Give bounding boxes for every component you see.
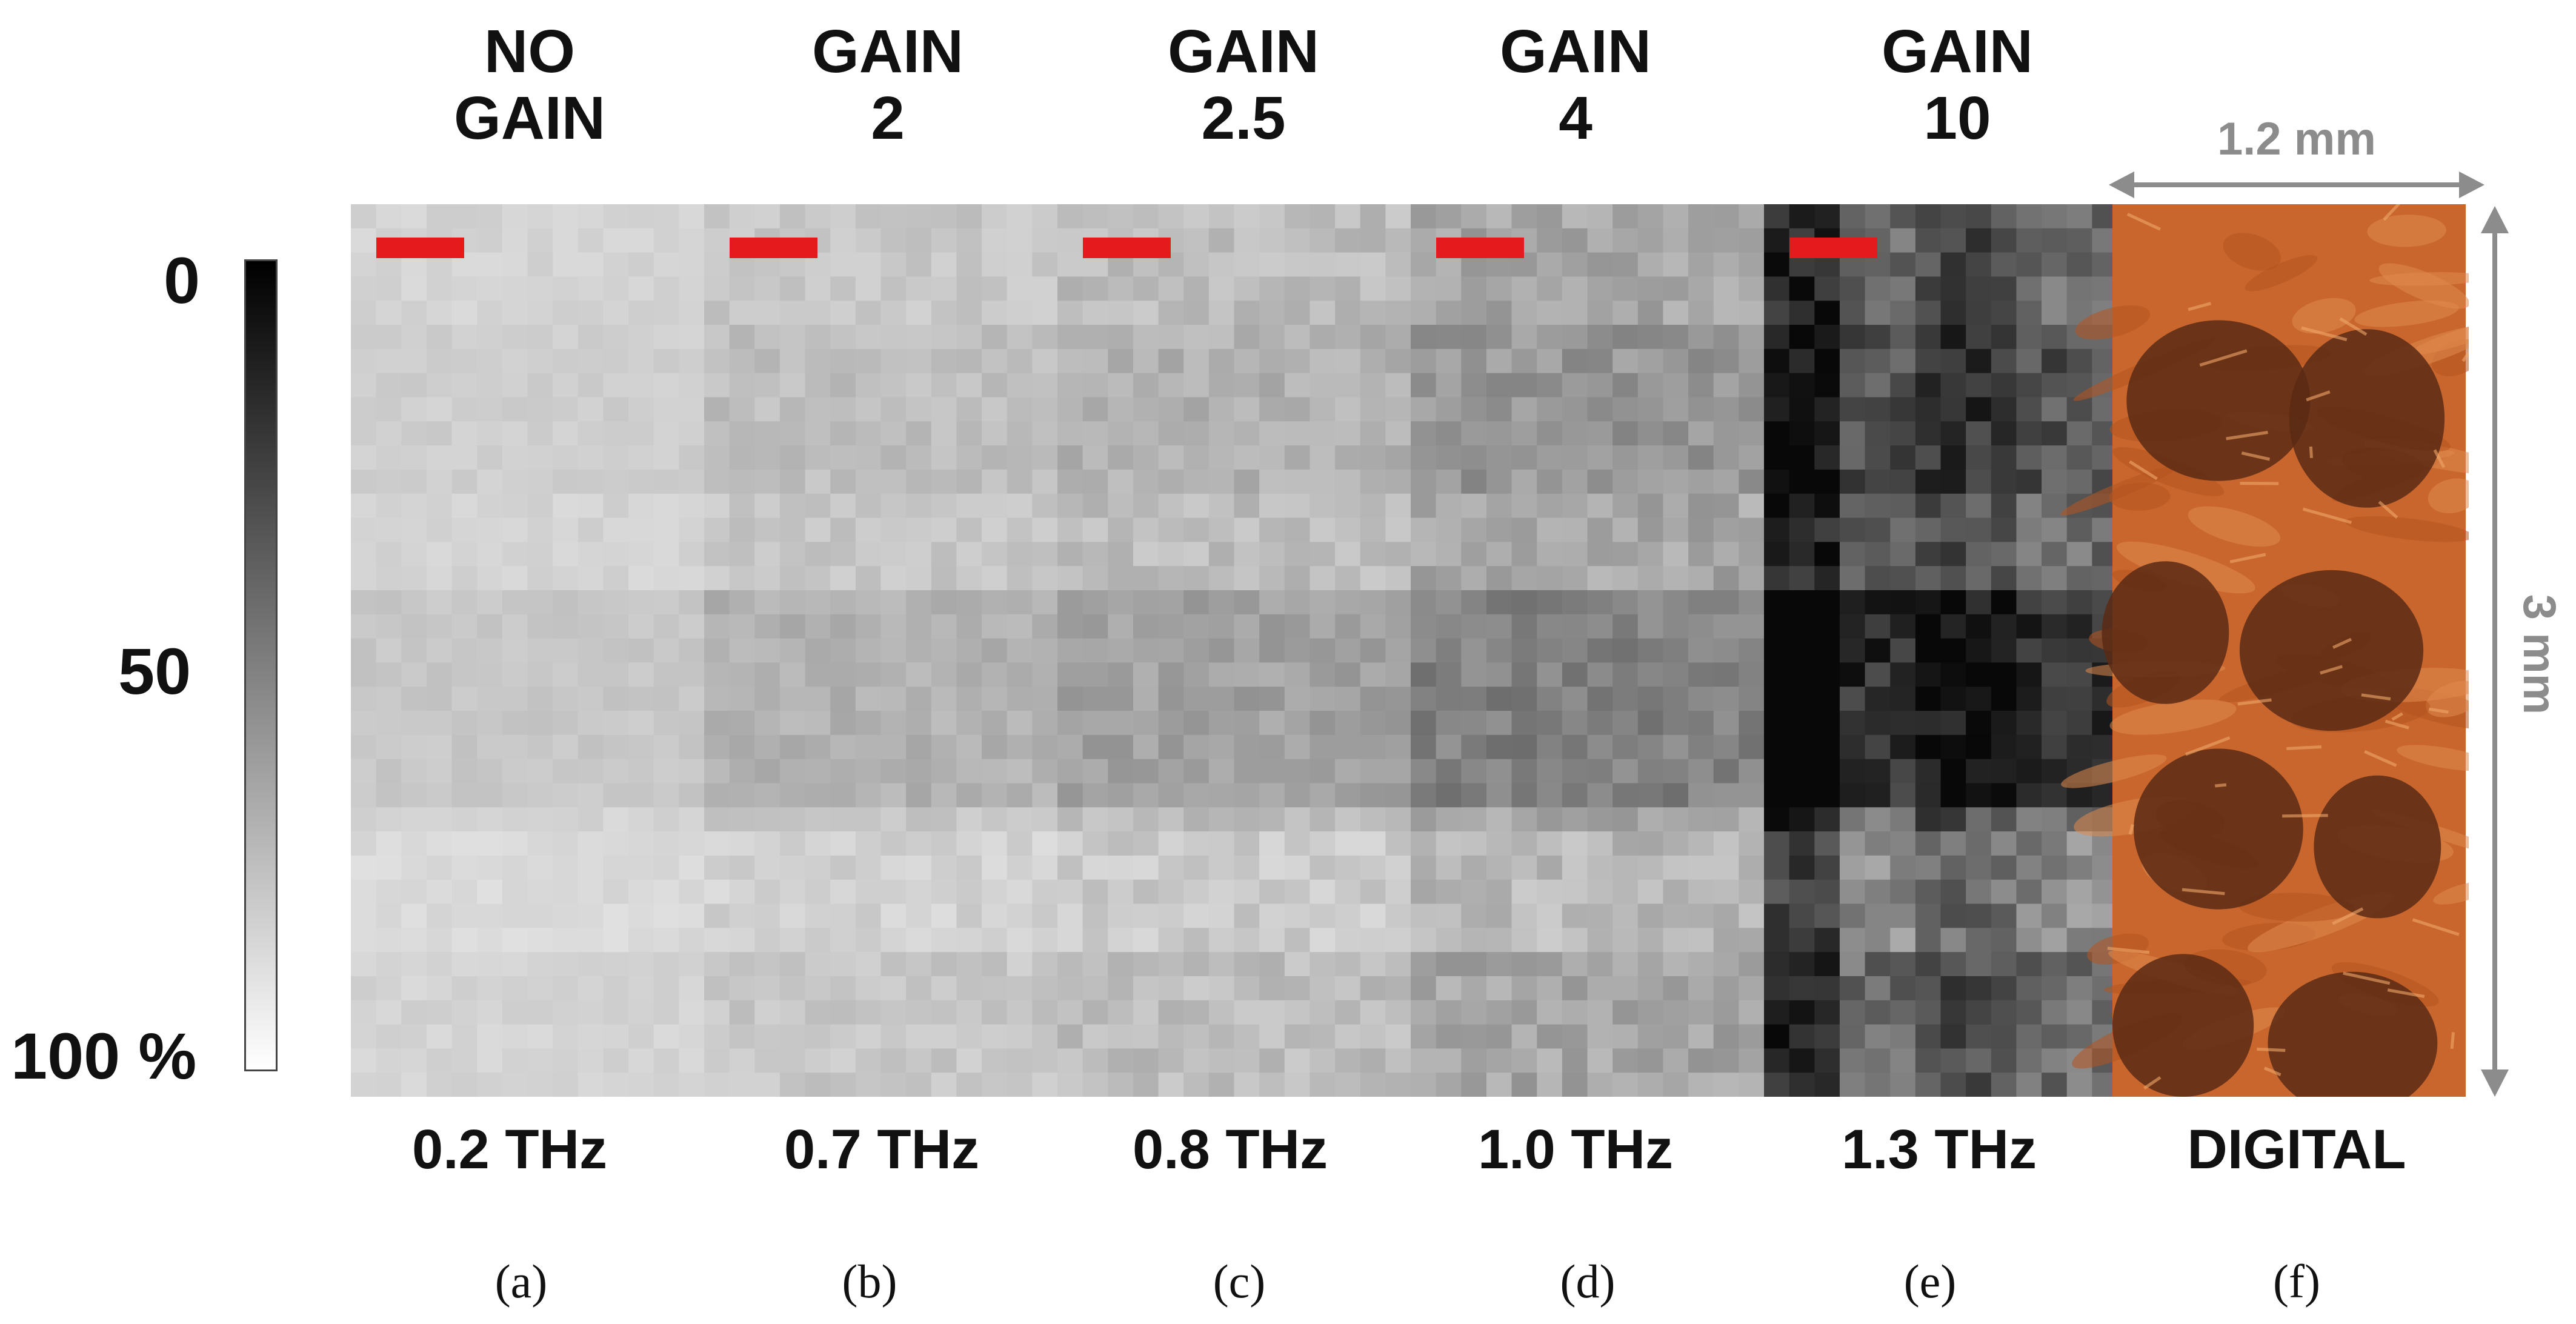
height-dimension-arrow xyxy=(2481,206,2509,1097)
scale-label-mid: 50 xyxy=(118,634,191,708)
thz-panel-b xyxy=(704,204,1058,1097)
red-marker-e xyxy=(1789,238,1877,258)
thz-panel-e xyxy=(1764,204,2118,1097)
scale-label-top: 0 xyxy=(164,244,201,317)
gain-line-1: GAIN xyxy=(812,18,964,85)
panel-letter-b: (b) xyxy=(842,1255,897,1308)
panel-letter-f: (f) xyxy=(2273,1255,2320,1308)
width-dimension-label: 1.2 mm xyxy=(2217,113,2376,165)
gain-label-c: GAIN 2.5 xyxy=(1122,18,1365,151)
gain-label-a: NO GAIN xyxy=(411,18,648,151)
frequency-label-c: 0.8 THz xyxy=(1132,1119,1328,1180)
gain-line-2: 2 xyxy=(871,84,905,152)
frequency-label-a: 0.2 THz xyxy=(411,1119,608,1180)
gain-line-1: NO xyxy=(484,18,575,85)
panel-letter-a: (a) xyxy=(494,1255,548,1308)
grayscale-colorbar xyxy=(244,259,278,1071)
panel-letter-d: (d) xyxy=(1560,1255,1616,1308)
gain-line-1: GAIN xyxy=(1168,18,1319,85)
width-dimension-arrow xyxy=(2109,171,2484,198)
gain-label-e: GAIN 10 xyxy=(1836,18,2078,151)
height-dimension-label: 3 mm xyxy=(2514,594,2565,715)
frequency-label-e: 1.3 THz xyxy=(1841,1119,2037,1180)
gain-line-2: 10 xyxy=(1923,84,1991,152)
frequency-label-f: DIGITAL xyxy=(2187,1119,2406,1180)
scale-label-bottom: 100 % xyxy=(11,1019,197,1093)
panel-letter-c: (c) xyxy=(1213,1255,1266,1308)
red-marker-d xyxy=(1436,238,1524,258)
red-marker-b xyxy=(730,238,817,258)
gain-line-2: 2.5 xyxy=(1201,84,1286,152)
gain-line-1: GAIN xyxy=(1882,18,2033,85)
red-marker-c xyxy=(1083,238,1171,258)
frequency-label-b: 0.7 THz xyxy=(784,1119,980,1180)
thz-panel-d xyxy=(1411,204,1765,1097)
gain-label-b: GAIN 2 xyxy=(767,18,1009,151)
frequency-label-d: 1.0 THz xyxy=(1477,1119,1674,1180)
gain-label-d: GAIN 4 xyxy=(1454,18,1697,151)
red-marker-a xyxy=(376,238,464,258)
gain-line-2: GAIN xyxy=(454,84,605,152)
panel-letter-e: (e) xyxy=(1903,1255,1957,1308)
gain-line-1: GAIN xyxy=(1500,18,1651,85)
thz-image-panels xyxy=(351,204,2469,1097)
thz-panel-c xyxy=(1057,204,1411,1097)
thz-panel-a xyxy=(351,204,705,1097)
digital-fabric-photo xyxy=(2060,204,2469,1097)
gain-line-2: 4 xyxy=(1559,84,1593,152)
